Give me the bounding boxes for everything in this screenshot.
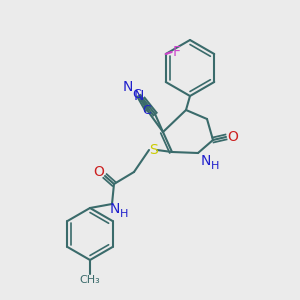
- Text: F: F: [173, 45, 181, 59]
- Text: N: N: [110, 202, 120, 216]
- Text: C: C: [133, 88, 141, 100]
- Text: O: O: [94, 165, 104, 179]
- Text: O: O: [228, 130, 238, 144]
- Text: N: N: [201, 154, 211, 168]
- Text: N: N: [123, 80, 133, 94]
- Text: C: C: [142, 103, 152, 116]
- Text: N: N: [134, 89, 144, 103]
- Text: H: H: [120, 209, 128, 219]
- Text: S: S: [148, 143, 158, 157]
- Text: H: H: [211, 161, 219, 171]
- Text: CH₃: CH₃: [80, 275, 100, 285]
